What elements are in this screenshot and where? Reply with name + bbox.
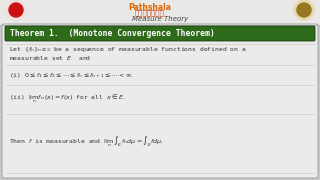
Text: (ii) $\lim_n f_n(x) = f(x)$ for all $x \in E.$: (ii) $\lim_n f_n(x) = f(x)$ for all $x \… xyxy=(9,93,125,105)
Circle shape xyxy=(294,0,314,20)
FancyBboxPatch shape xyxy=(5,26,315,41)
Text: Let $\{f_n\}_{n\in\mathbb{N}}$ be a sequence of measurable functions defined on : Let $\{f_n\}_{n\in\mathbb{N}}$ be a sequ… xyxy=(9,46,247,55)
Text: Then $f$ is measurable and $\lim_n \int_E f_n d\mu = \int_E fd\mu.$: Then $f$ is measurable and $\lim_n \int_… xyxy=(9,135,164,149)
FancyBboxPatch shape xyxy=(2,24,318,178)
Bar xyxy=(60,13,260,25)
Text: measurable set $E$  and: measurable set $E$ and xyxy=(9,54,91,62)
Bar xyxy=(0,0,320,25)
Text: পাঠশালা: পাঠশালা xyxy=(135,10,165,16)
Text: Measure Theory: Measure Theory xyxy=(132,16,188,22)
Circle shape xyxy=(9,3,23,17)
Circle shape xyxy=(6,0,26,20)
Text: (i) $0 \leq f_1 \leq f_2 \leq \cdots \leq f_n \leq f_{n+1} \leq \cdots < \infty.: (i) $0 \leq f_1 \leq f_2 \leq \cdots \le… xyxy=(9,71,134,80)
Text: Pathshala: Pathshala xyxy=(129,3,172,12)
Text: Theorem 1.  (Monotone Convergence Theorem): Theorem 1. (Monotone Convergence Theorem… xyxy=(10,29,215,38)
Circle shape xyxy=(297,3,311,17)
